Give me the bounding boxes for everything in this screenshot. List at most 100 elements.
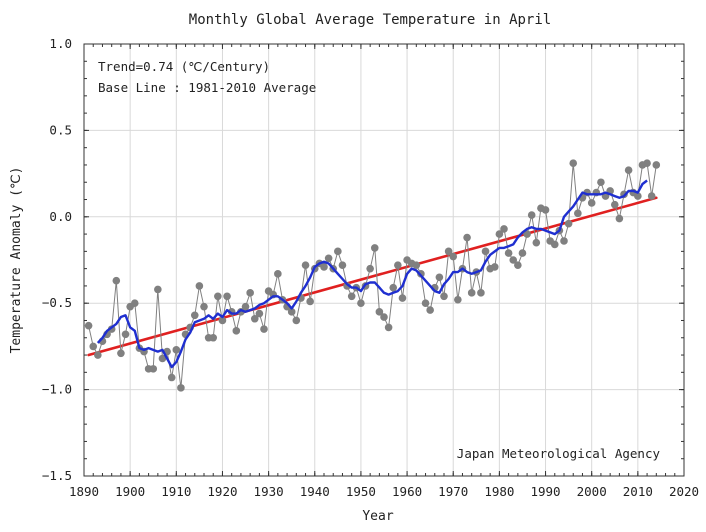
annual-data-point [232,327,241,335]
x-tick-label: 1890 [69,484,99,499]
annual-data-point [389,283,398,292]
annual-data-point [177,384,185,392]
y-tick-label: 1.0 [49,36,72,51]
x-tick-label: 1910 [161,484,191,499]
annual-series-line [88,162,657,388]
annual-data-point [357,299,365,308]
annual-data-point [527,211,536,219]
annual-data-point [514,261,522,269]
annual-data-point [615,214,624,223]
y-tick-label: −1.0 [42,382,72,397]
annual-data-point [89,342,98,351]
annual-data-point [241,302,250,311]
y-tick-label: 0.0 [49,209,72,224]
annual-points-layer [84,159,661,392]
annual-data-point [117,349,125,358]
annual-data-point [541,206,550,214]
annual-data-point [154,285,162,294]
annual-data-point [500,225,508,233]
annual-data-point [532,238,541,247]
plot-area-frame [83,43,685,477]
x-tick-label: 1930 [254,484,284,499]
annual-data-point [490,263,499,271]
annual-data-point [421,299,430,308]
source-annotation: Japan Meteorological Agency [457,446,661,461]
chart-title: Monthly Global Average Temperature in Ap… [189,12,551,28]
annual-data-point [467,289,476,297]
annual-data-point [320,263,328,271]
annual-data-point [200,302,208,311]
annual-data-point [366,264,374,273]
x-tick-label: 1940 [300,484,330,499]
annual-data-point [112,276,121,285]
x-tick-label: 1980 [484,484,514,499]
annual-data-point [292,316,301,325]
annual-data-point [380,313,388,321]
annual-data-point [560,237,568,245]
annual-data-point [550,240,559,249]
x-axis-ticks: 1890 1900 1910 1920 1930 1940 1950 1960 1970 1980… [69,44,699,499]
annual-data-point [158,354,167,363]
annual-data-point [610,200,619,209]
annual-data-point [172,346,181,354]
annual-data-point [495,230,504,238]
annual-data-point [149,365,158,373]
y-tick-label: 0.5 [49,122,72,137]
annual-data-point [214,292,222,301]
annual-data-point [223,292,231,301]
annual-data-point [260,325,268,333]
annual-data-point [375,308,384,316]
annual-data-point [624,166,633,174]
annual-data-point [643,159,651,168]
annual-data-point [509,256,518,264]
annual-data-point [218,316,227,325]
annual-data-point [523,230,531,238]
annual-data-point [435,273,444,282]
annual-data-point [370,244,379,252]
annual-data-point [463,233,471,242]
annual-data-point [384,323,393,332]
annual-data-point [412,261,421,269]
y-axis-label: Temperature Anomaly (℃) [9,167,24,354]
annual-data-point [564,219,573,228]
y-tick-label: −0.5 [42,295,72,310]
annual-data-point [569,159,578,168]
x-tick-label: 2020 [669,484,699,499]
annual-data-point [587,199,596,207]
y-tick-label: −1.5 [42,468,72,483]
annual-data-point [324,254,333,263]
x-tick-label: 1900 [115,484,145,499]
annual-data-point [440,292,448,301]
annual-data-point [634,192,642,200]
annual-data-point [84,321,93,330]
annual-data-point [167,373,176,382]
annual-data-point [338,261,347,269]
annual-data-point [209,333,218,342]
annual-data-point [274,270,282,278]
running-mean-line [96,179,648,369]
annual-data-point [195,282,204,290]
annual-data-point [481,247,490,256]
annual-data-point [287,308,296,316]
trend-annotation: Trend=0.74 (℃/Century) [98,59,270,74]
x-axis-label: Year [362,509,393,524]
annual-data-point [130,299,139,308]
annual-data-point [121,330,130,339]
annual-data-point [94,351,102,359]
annual-data-point [306,297,314,306]
annual-data-point [652,161,661,169]
running-mean-layer [96,179,648,369]
annual-data-point [647,192,656,200]
annual-data-point [190,311,199,320]
annual-data-point [246,289,254,297]
grid-lines [84,44,684,476]
annual-data-point [574,209,582,218]
annual-data-point [449,252,458,261]
annual-data-point [343,282,351,290]
annual-data-point [334,247,342,256]
x-tick-label: 2010 [623,484,653,499]
annual-data-point [301,261,310,269]
annual-data-point [518,249,527,257]
annual-data-point [597,178,605,187]
